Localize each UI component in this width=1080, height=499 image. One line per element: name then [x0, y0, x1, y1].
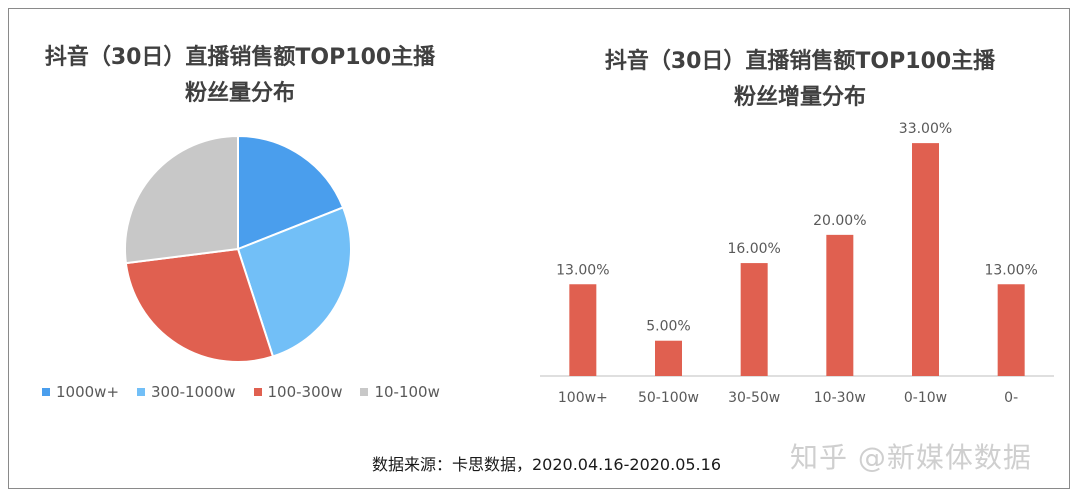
x-tick-label-10-30w: 10-30w	[814, 390, 866, 406]
legend-label: 300-1000w	[151, 383, 236, 401]
pie-slice-100-300w	[124, 247, 275, 363]
bar-30-50w	[740, 263, 768, 376]
legend-swatch	[137, 388, 146, 396]
bar-50-100w	[655, 340, 682, 376]
x-tick-label-100w+: 100w+	[558, 390, 608, 406]
legend-label: 100-300w	[267, 383, 343, 401]
watermark: 知乎 @新媒体数据	[790, 441, 1032, 474]
x-tick-label-30-50w: 30-50w	[728, 390, 780, 406]
pie-slice-10-100w	[124, 134, 239, 265]
pie-title-line-2: 粉丝量分布	[184, 81, 295, 106]
data-label-100w+: 13.00%	[556, 262, 609, 278]
legend-item-1000w+: 1000w+	[42, 383, 119, 401]
x-tick-label-0-10w: 0-10w	[904, 390, 947, 406]
chart-frame	[8, 8, 1070, 489]
legend-label: 1000w+	[56, 383, 120, 401]
pie-slice-300-1000w	[236, 206, 352, 358]
data-label-10-30w: 20.00%	[813, 213, 866, 229]
legend-item-300-1000w: 300-1000w	[137, 383, 236, 401]
pie-chart-title: 抖音（30日）直播销售额TOP100主播 粉丝量分布	[20, 40, 460, 112]
bar-title-line-2: 粉丝增量分布	[733, 85, 866, 110]
pie-title-line-1: 抖音（30日）直播销售额TOP100主播	[44, 45, 436, 70]
bar-chart-title: 抖音（30日）直播销售额TOP100主播 粉丝增量分布	[560, 44, 1040, 116]
legend-item-100-300w: 100-300w	[253, 383, 343, 401]
bar-0-10w	[912, 143, 939, 376]
bar-title-line-1: 抖音（30日）直播销售额TOP100主播	[604, 49, 996, 74]
bar-100w+	[569, 284, 597, 376]
legend-swatch	[42, 388, 50, 396]
legend-swatch	[360, 388, 369, 396]
x-tick-label-0-: 0-	[1004, 390, 1018, 406]
pie-chart	[124, 134, 352, 363]
legend-item-10-100w: 10-100w	[360, 383, 440, 401]
source-note: 数据来源：卡思数据，2020.04.16-2020.05.16	[372, 455, 721, 474]
data-label-0-10w: 33.00%	[899, 121, 952, 137]
bar-10-30w	[826, 234, 854, 376]
pie-legend: 1000w+ 300-1000w 100-300w 10-100w	[42, 383, 440, 401]
legend-swatch	[253, 388, 262, 396]
data-label-0-: 13.00%	[984, 262, 1037, 278]
data-label-50-100w: 5.00%	[646, 319, 690, 335]
legend-label: 10-100w	[374, 383, 440, 401]
bar-chart: 13.00% 100w+ 5.00% 50-100w 16.00% 30-50w 20.00…	[540, 121, 1054, 406]
pie-slice-1000w+	[237, 134, 345, 251]
x-tick-label-50-100w: 50-100w	[638, 390, 699, 406]
bar-0-	[997, 284, 1025, 376]
data-label-30-50w: 16.00%	[727, 241, 780, 257]
